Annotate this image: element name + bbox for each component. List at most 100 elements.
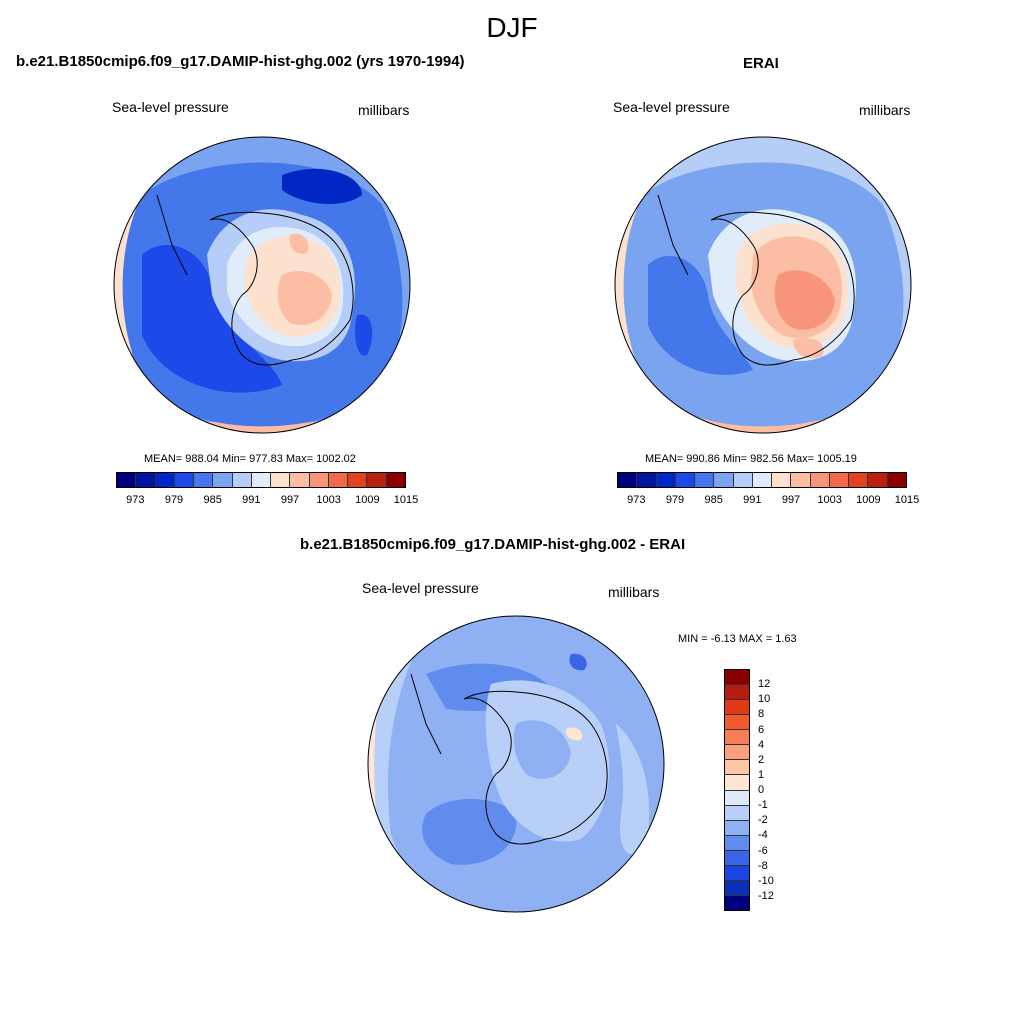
colorbar-box bbox=[232, 473, 252, 487]
obs-low-west bbox=[648, 256, 753, 375]
colorbar-box bbox=[725, 745, 749, 761]
colorbar-box bbox=[348, 473, 368, 487]
colorbar-tick-label: 1015 bbox=[894, 494, 920, 506]
colorbar-box bbox=[675, 473, 696, 487]
colorbar-tick-label: 6 bbox=[758, 723, 765, 736]
colorbar-box bbox=[328, 473, 349, 487]
colorbar-box bbox=[725, 865, 749, 881]
colorbar-tick-label: 1015 bbox=[393, 494, 419, 506]
diff-continent-inner bbox=[513, 720, 571, 779]
colorbar-box bbox=[791, 473, 811, 487]
colorbar-box bbox=[810, 473, 830, 487]
colorbar-tick-label: 973 bbox=[126, 494, 145, 506]
obs-panel-title: ERAI bbox=[743, 55, 779, 72]
colorbar-tick-label: -12 bbox=[758, 889, 774, 902]
diff-light-rim bbox=[368, 616, 486, 912]
diff-colorbar-ticks: 12 10 8 6 4 2 1 0 -1 -2 -4 -6 -8 -10 -12 bbox=[758, 669, 798, 911]
colorbar-tick-label: 985 bbox=[704, 494, 723, 506]
colorbar-tick-label: 997 bbox=[280, 494, 300, 506]
colorbar-box bbox=[386, 473, 405, 487]
colorbar-box bbox=[637, 473, 657, 487]
colorbar-box bbox=[725, 730, 749, 746]
diff-units-label: millibars bbox=[608, 584, 660, 600]
colorbar-box bbox=[752, 473, 773, 487]
colorbar-box bbox=[725, 850, 749, 866]
diff-panel-title: b.e21.B1850cmip6.f09_g17.DAMIP-hist-ghg.… bbox=[300, 536, 686, 553]
colorbar-box bbox=[136, 473, 156, 487]
colorbar-box bbox=[714, 473, 734, 487]
colorbar-tick-label: 979 bbox=[665, 494, 685, 506]
colorbar-box bbox=[367, 473, 387, 487]
colorbar-box bbox=[174, 473, 195, 487]
model-colorbar-ticks: 973 979 985 991 997 1003 1009 1015 bbox=[116, 494, 418, 508]
colorbar-tick-label: 4 bbox=[758, 738, 765, 751]
obs-units-label: millibars bbox=[859, 102, 911, 118]
colorbar-tick-label: 1009 bbox=[355, 494, 380, 506]
colorbar-tick-label: 991 bbox=[242, 494, 261, 506]
colorbar-box bbox=[725, 715, 749, 731]
colorbar-tick-label: 979 bbox=[164, 494, 184, 506]
colorbar-tick-label: 8 bbox=[758, 708, 765, 721]
model-stats: MEAN= 988.04 Min= 977.83 Max= 1002.02 bbox=[144, 453, 356, 465]
model-low-north bbox=[282, 168, 362, 205]
obs-polar-map bbox=[614, 136, 912, 434]
diff-polar-map bbox=[367, 615, 665, 913]
model-peninsula bbox=[156, 194, 188, 276]
obs-stats: MEAN= 990.86 Min= 982.56 Max= 1005.19 bbox=[645, 453, 857, 465]
diff-peninsula bbox=[410, 673, 442, 755]
colorbar-tick-label: -2 bbox=[758, 814, 768, 827]
colorbar-tick-label: -8 bbox=[758, 859, 768, 872]
obs-colorbar bbox=[617, 472, 907, 488]
diff-low-south bbox=[422, 799, 517, 865]
colorbar-box bbox=[725, 895, 749, 910]
obs-map-border bbox=[614, 136, 912, 434]
colorbar-tick-label: 991 bbox=[743, 494, 762, 506]
colorbar-tick-label: -10 bbox=[758, 874, 774, 887]
colorbar-tick-label: -4 bbox=[758, 829, 768, 842]
colorbar-box bbox=[725, 760, 749, 776]
obs-variable-label: Sea-level pressure bbox=[613, 99, 730, 115]
colorbar-box bbox=[725, 835, 749, 851]
diff-colorbar bbox=[724, 669, 750, 911]
colorbar-box bbox=[887, 473, 906, 487]
colorbar-tick-label: -6 bbox=[758, 844, 768, 857]
obs-colorbar-ticks: 973 979 985 991 997 1003 1009 1015 bbox=[617, 494, 919, 508]
colorbar-box bbox=[725, 685, 749, 701]
colorbar-box bbox=[155, 473, 175, 487]
obs-high-core bbox=[774, 270, 835, 330]
colorbar-box bbox=[733, 473, 753, 487]
colorbar-box bbox=[868, 473, 888, 487]
diff-variable-label: Sea-level pressure bbox=[362, 580, 479, 596]
colorbar-box bbox=[725, 805, 749, 821]
model-colorbar bbox=[116, 472, 406, 488]
colorbar-box bbox=[194, 473, 214, 487]
model-polar-map bbox=[113, 136, 411, 434]
model-variable-label: Sea-level pressure bbox=[112, 99, 229, 115]
diff-low-spot bbox=[569, 653, 587, 671]
colorbar-box bbox=[309, 473, 329, 487]
colorbar-box bbox=[271, 473, 291, 487]
colorbar-box bbox=[213, 473, 233, 487]
colorbar-tick-label: 1003 bbox=[316, 494, 341, 506]
colorbar-box bbox=[251, 473, 272, 487]
colorbar-tick-label: 0 bbox=[758, 784, 765, 796]
colorbar-tick-label: 997 bbox=[781, 494, 801, 506]
colorbar-box bbox=[829, 473, 850, 487]
colorbar-box bbox=[290, 473, 310, 487]
colorbar-box bbox=[656, 473, 676, 487]
colorbar-box bbox=[772, 473, 792, 487]
diff-stats: MIN = -6.13 MAX = 1.63 bbox=[678, 633, 797, 645]
colorbar-box bbox=[725, 700, 749, 716]
colorbar-tick-label: 1 bbox=[758, 768, 765, 781]
model-map-border bbox=[113, 136, 411, 434]
colorbar-tick-label: 12 bbox=[758, 678, 771, 691]
colorbar-tick-label: -1 bbox=[758, 799, 768, 812]
colorbar-box bbox=[725, 820, 749, 836]
diff-warm-spot bbox=[565, 727, 583, 741]
colorbar-box bbox=[695, 473, 715, 487]
obs-peninsula bbox=[657, 194, 689, 276]
diff-coastline bbox=[463, 690, 608, 845]
model-low-east bbox=[355, 314, 373, 356]
colorbar-tick-label: 1009 bbox=[856, 494, 881, 506]
diff-light-east bbox=[616, 724, 650, 854]
